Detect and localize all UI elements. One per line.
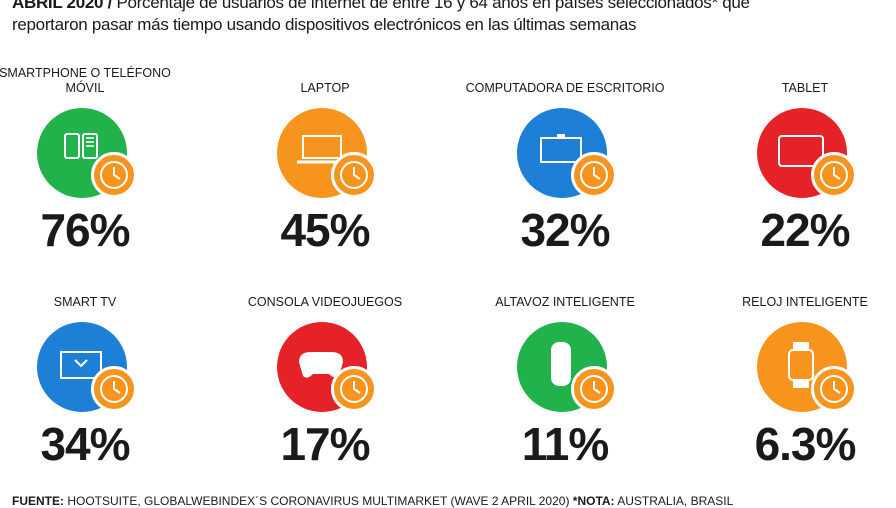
note-label: *NOTA:	[572, 494, 615, 508]
header-line1: Porcentaje de usuarios de internet de en…	[112, 0, 750, 12]
note-text: AUSTRALIA, BRASIL	[614, 494, 734, 508]
clock-icon	[331, 152, 377, 198]
footer: FUENTE: HOOTSUITE, GLOBALWEBINDEX´S CORO…	[12, 494, 733, 508]
clock-icon	[811, 152, 857, 198]
device-percentage: 22%	[760, 204, 850, 256]
device-icon-group	[505, 104, 625, 204]
header-date: ABRIL 2020 /	[12, 0, 113, 12]
device-icon-group	[745, 318, 865, 418]
device-item: Computadora de escritorio 32%	[465, 62, 665, 254]
device-item: Altavoz inteligente 11%	[465, 276, 665, 468]
device-label: Smartphone o teléfono móvil	[0, 66, 171, 95]
device-item: Smart TV 34%	[0, 276, 185, 468]
device-percentage: 76%	[40, 204, 130, 256]
clock-icon	[91, 366, 137, 412]
clock-icon	[571, 152, 617, 198]
device-label: Altavoz inteligente	[495, 295, 635, 309]
device-icon-group	[745, 104, 865, 204]
device-label: Laptop	[300, 81, 350, 95]
device-icon-group	[265, 104, 385, 204]
clock-icon	[331, 366, 377, 412]
device-item: Tablet 22%	[705, 62, 896, 254]
device-percentage: 32%	[520, 204, 610, 256]
device-icon-group	[25, 318, 145, 418]
clock-icon	[571, 366, 617, 412]
device-item: Smartphone o teléfono móvil 76%	[0, 62, 185, 254]
device-item: Reloj inteligente 6.3%	[705, 276, 896, 468]
header-line2: reportaron pasar más tiempo usando dispo…	[12, 15, 637, 34]
device-percentage: 17%	[280, 418, 370, 470]
device-icon-group	[265, 318, 385, 418]
device-percentage: 11%	[521, 418, 610, 470]
device-icon-group	[505, 318, 625, 418]
device-percentage: 34%	[40, 418, 130, 470]
device-label: Tablet	[781, 81, 829, 95]
device-percentage: 45%	[280, 204, 370, 256]
header: ABRIL 2020 / Porcentaje de usuarios de i…	[12, 0, 750, 36]
device-icon-group	[25, 104, 145, 204]
source-text: HOOTSUITE, GLOBALWEBINDEX´S CORONAVIRUS …	[64, 494, 573, 508]
device-label: Reloj inteligente	[742, 295, 868, 309]
device-item: Laptop 45%	[225, 62, 425, 254]
clock-icon	[91, 152, 137, 198]
device-label: Consola videojuegos	[247, 295, 403, 309]
device-label: Smart TV	[53, 295, 117, 309]
device-percentage: 6.3%	[754, 418, 857, 470]
device-label: Computadora de escritorio	[465, 81, 665, 95]
source-label: FUENTE:	[12, 494, 64, 508]
device-item: Consola videojuegos 17%	[225, 276, 425, 468]
clock-icon	[811, 366, 857, 412]
